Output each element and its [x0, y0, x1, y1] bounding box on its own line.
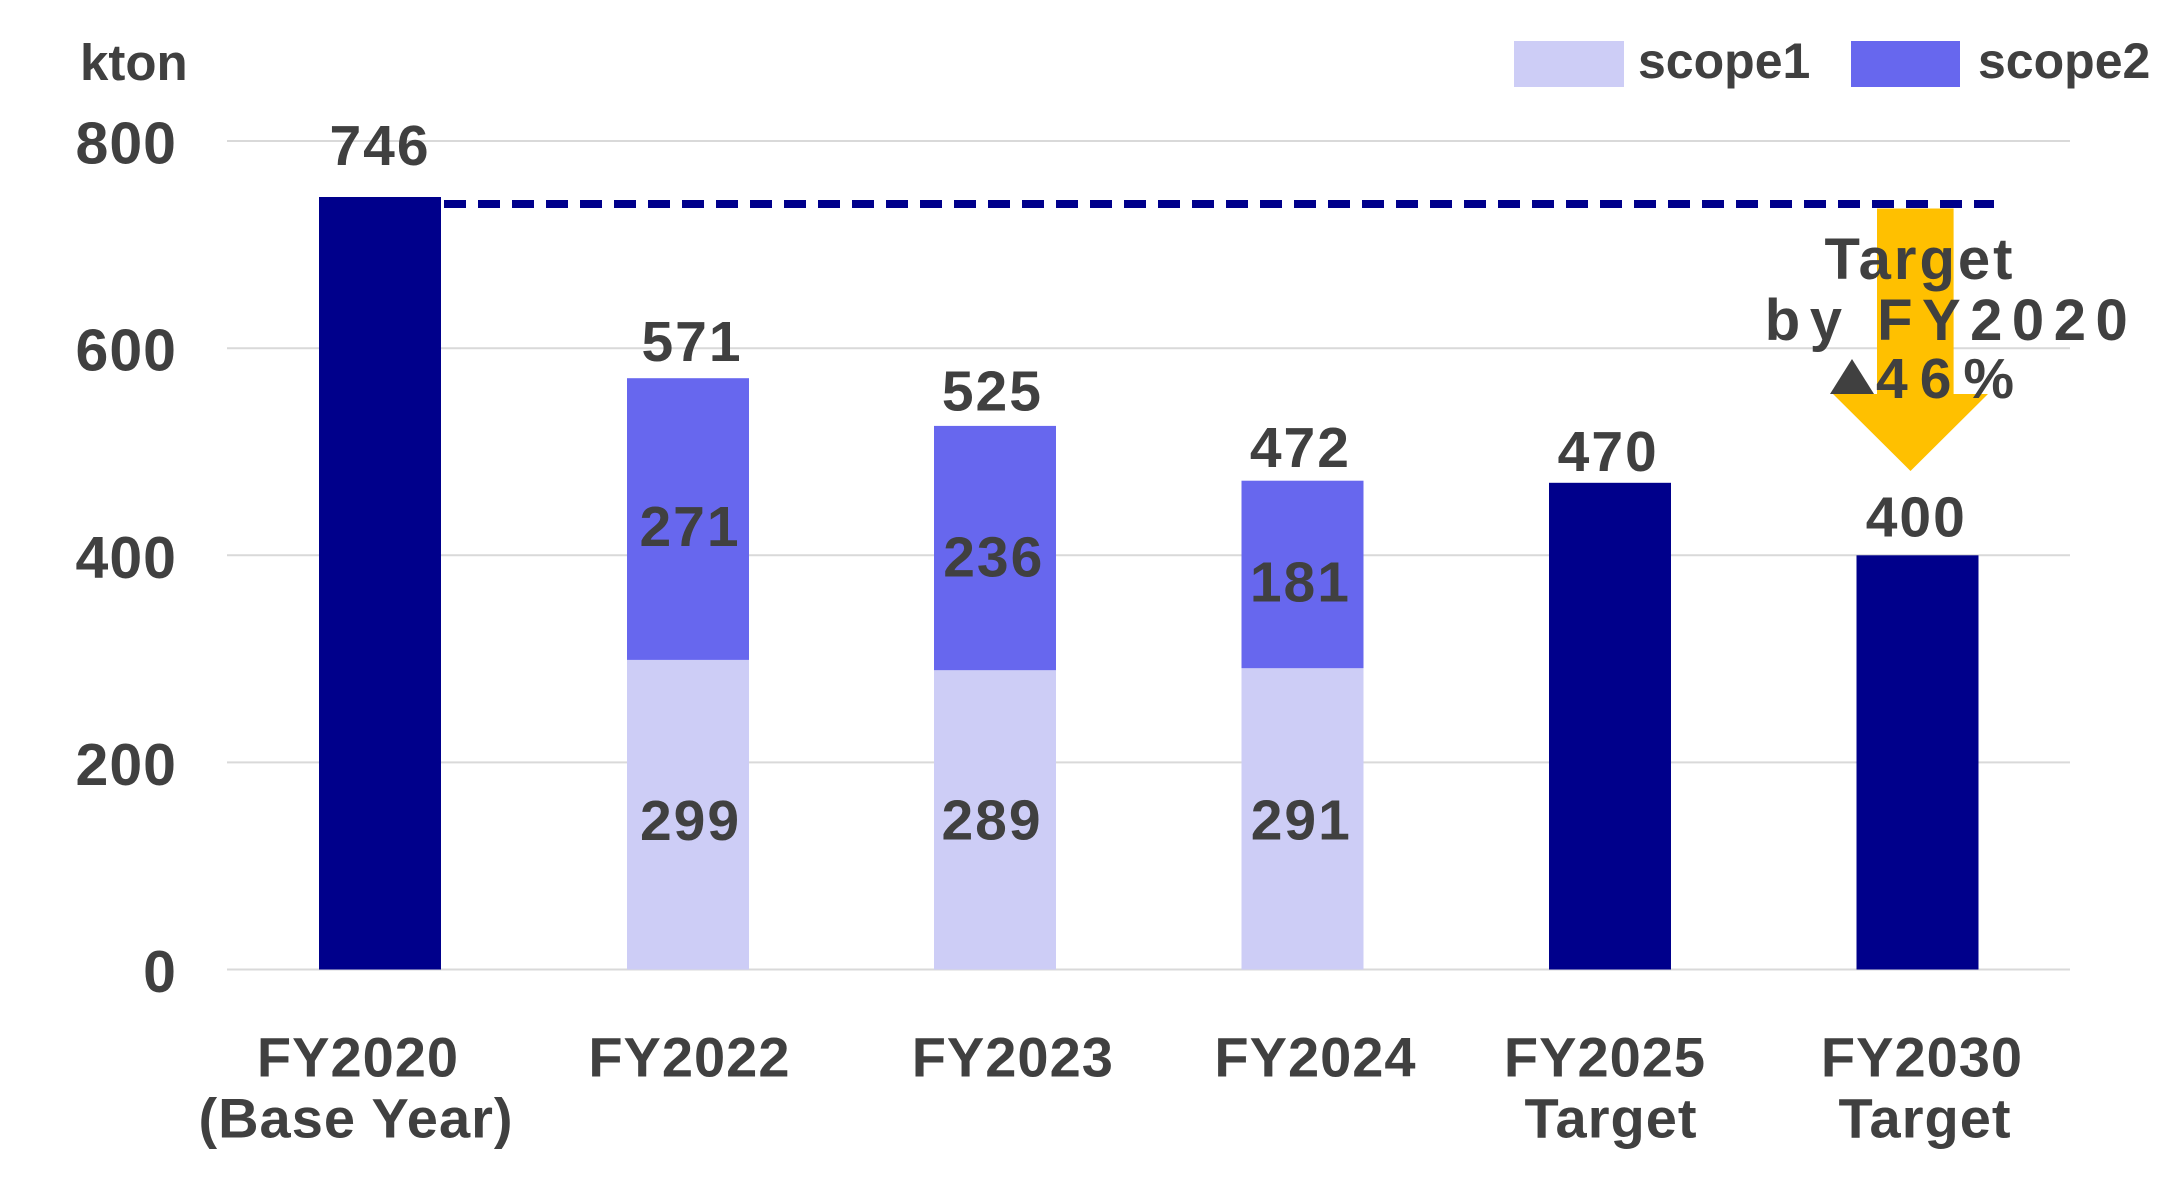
- svg-text:Target: Target: [1525, 1086, 1698, 1149]
- svg-text:200: 200: [76, 732, 177, 798]
- svg-text:(Base Year): (Base Year): [198, 1086, 513, 1149]
- svg-text:400: 400: [1866, 485, 1967, 549]
- svg-text:scope1: scope1: [1638, 33, 1810, 89]
- svg-text:291: 291: [1251, 789, 1352, 853]
- svg-text:289: 289: [941, 789, 1042, 853]
- svg-text:271: 271: [639, 495, 740, 559]
- svg-text:FY2024: FY2024: [1214, 1025, 1416, 1088]
- svg-text:46%: 46%: [1876, 347, 2026, 411]
- svg-text:600: 600: [76, 318, 177, 384]
- svg-text:236: 236: [943, 526, 1044, 590]
- svg-text:scope2: scope2: [1978, 33, 2150, 89]
- svg-text:571: 571: [641, 310, 742, 374]
- svg-text:FY2020: FY2020: [257, 1025, 459, 1088]
- svg-text:FY2022: FY2022: [588, 1025, 790, 1088]
- svg-text:by FY2020: by FY2020: [1765, 288, 2137, 353]
- svg-text:746: 746: [329, 114, 430, 178]
- svg-text:472: 472: [1250, 416, 1351, 480]
- svg-text:800: 800: [76, 111, 177, 177]
- svg-text:FY2025: FY2025: [1504, 1025, 1706, 1088]
- svg-text:400: 400: [76, 525, 177, 591]
- svg-text:Target: Target: [1839, 1086, 2012, 1149]
- svg-text:181: 181: [1250, 551, 1351, 615]
- svg-text:FY2023: FY2023: [912, 1025, 1114, 1088]
- svg-text:Target: Target: [1825, 227, 2016, 292]
- svg-text:FY2030: FY2030: [1821, 1025, 2023, 1088]
- svg-text:0: 0: [143, 939, 177, 1005]
- svg-text:470: 470: [1558, 420, 1659, 484]
- svg-text:525: 525: [942, 360, 1043, 424]
- svg-text:299: 299: [640, 789, 741, 853]
- svg-text:kton: kton: [80, 34, 188, 91]
